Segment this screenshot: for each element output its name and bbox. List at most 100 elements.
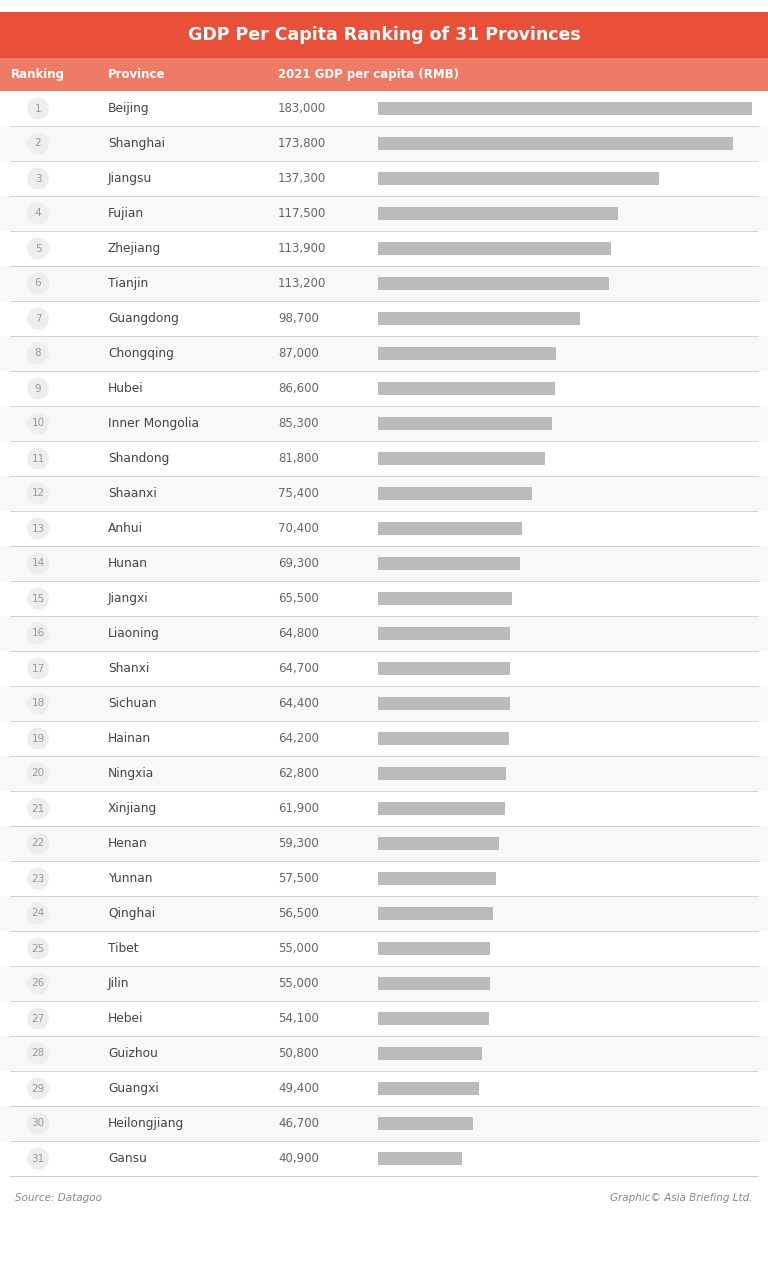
FancyBboxPatch shape (378, 243, 611, 255)
Text: 4: 4 (35, 208, 41, 218)
Text: 27: 27 (31, 1013, 45, 1024)
Text: Ranking: Ranking (11, 69, 65, 81)
Text: 113,200: 113,200 (278, 277, 326, 290)
Circle shape (27, 903, 49, 925)
Text: 22: 22 (31, 838, 45, 848)
Circle shape (27, 1077, 49, 1100)
Circle shape (27, 937, 49, 960)
Text: 85,300: 85,300 (278, 417, 319, 431)
Circle shape (27, 1148, 49, 1170)
Text: 113,900: 113,900 (278, 243, 326, 255)
Circle shape (27, 1043, 49, 1064)
Circle shape (27, 658, 49, 679)
FancyBboxPatch shape (378, 1046, 482, 1060)
FancyBboxPatch shape (378, 417, 552, 431)
Text: 24: 24 (31, 908, 45, 918)
Circle shape (27, 307, 49, 329)
Circle shape (27, 483, 49, 504)
Text: Liaoning: Liaoning (108, 627, 160, 640)
FancyBboxPatch shape (378, 627, 511, 640)
FancyBboxPatch shape (378, 312, 580, 325)
Circle shape (27, 798, 49, 819)
Text: 64,400: 64,400 (278, 697, 319, 710)
Text: Guizhou: Guizhou (108, 1046, 158, 1060)
Text: 173,800: 173,800 (278, 137, 326, 150)
FancyBboxPatch shape (0, 546, 768, 580)
Text: Shandong: Shandong (108, 452, 170, 465)
Text: Hainan: Hainan (108, 732, 151, 745)
Text: 13: 13 (31, 523, 45, 533)
Text: 15: 15 (31, 593, 45, 603)
FancyBboxPatch shape (0, 511, 768, 546)
Circle shape (27, 168, 49, 189)
FancyBboxPatch shape (378, 662, 510, 674)
Text: Ningxia: Ningxia (108, 767, 154, 780)
Text: Hebei: Hebei (108, 1012, 144, 1025)
Text: Beijing: Beijing (108, 102, 150, 116)
Text: 11: 11 (31, 453, 45, 464)
FancyBboxPatch shape (378, 1152, 462, 1165)
Text: 3: 3 (35, 174, 41, 183)
Text: Source: Datagoo: Source: Datagoo (15, 1193, 102, 1203)
Circle shape (27, 413, 49, 434)
FancyBboxPatch shape (378, 277, 609, 290)
Text: 183,000: 183,000 (278, 102, 326, 116)
FancyBboxPatch shape (378, 452, 545, 465)
Text: 9: 9 (35, 384, 41, 394)
Circle shape (27, 237, 49, 259)
FancyBboxPatch shape (0, 126, 768, 161)
Circle shape (27, 622, 49, 644)
FancyBboxPatch shape (0, 231, 768, 265)
Text: 14: 14 (31, 559, 45, 569)
FancyBboxPatch shape (0, 91, 768, 126)
FancyBboxPatch shape (378, 486, 532, 500)
FancyBboxPatch shape (0, 1071, 768, 1106)
Text: Yunnan: Yunnan (108, 872, 153, 885)
Circle shape (27, 202, 49, 225)
Text: 20: 20 (31, 768, 45, 779)
Text: 8: 8 (35, 348, 41, 358)
FancyBboxPatch shape (0, 616, 768, 652)
FancyBboxPatch shape (0, 686, 768, 721)
Text: 2: 2 (35, 138, 41, 149)
Circle shape (27, 273, 49, 295)
FancyBboxPatch shape (0, 721, 768, 756)
Circle shape (27, 692, 49, 715)
Circle shape (27, 447, 49, 470)
FancyBboxPatch shape (378, 558, 520, 570)
Text: Guangxi: Guangxi (108, 1082, 159, 1095)
Ellipse shape (300, 464, 600, 804)
FancyBboxPatch shape (0, 756, 768, 791)
Text: 1: 1 (35, 103, 41, 113)
FancyBboxPatch shape (0, 58, 768, 91)
Text: Shaanxi: Shaanxi (108, 486, 157, 500)
Text: 25: 25 (31, 944, 45, 954)
Text: 69,300: 69,300 (278, 558, 319, 570)
Text: 17: 17 (31, 663, 45, 673)
FancyBboxPatch shape (0, 1106, 768, 1140)
Text: 29: 29 (31, 1083, 45, 1093)
Text: 28: 28 (31, 1049, 45, 1058)
FancyBboxPatch shape (378, 347, 556, 359)
Text: 65,500: 65,500 (278, 592, 319, 605)
FancyBboxPatch shape (378, 942, 491, 955)
Circle shape (27, 728, 49, 749)
FancyBboxPatch shape (0, 371, 768, 406)
FancyBboxPatch shape (0, 1140, 768, 1176)
Text: 26: 26 (31, 978, 45, 988)
Circle shape (27, 833, 49, 855)
Text: 62,800: 62,800 (278, 767, 319, 780)
Text: Jiangxi: Jiangxi (108, 592, 149, 605)
FancyBboxPatch shape (0, 1036, 768, 1071)
Circle shape (27, 552, 49, 574)
Text: 86,600: 86,600 (278, 382, 319, 395)
Text: 55,000: 55,000 (278, 977, 319, 991)
Text: Fujian: Fujian (108, 207, 144, 220)
Text: Chongqing: Chongqing (108, 347, 174, 359)
FancyBboxPatch shape (0, 580, 768, 616)
Text: 49,400: 49,400 (278, 1082, 319, 1095)
FancyBboxPatch shape (0, 441, 768, 476)
Text: Guangdong: Guangdong (108, 312, 179, 325)
Text: Tianjin: Tianjin (108, 277, 148, 290)
Circle shape (27, 377, 49, 400)
